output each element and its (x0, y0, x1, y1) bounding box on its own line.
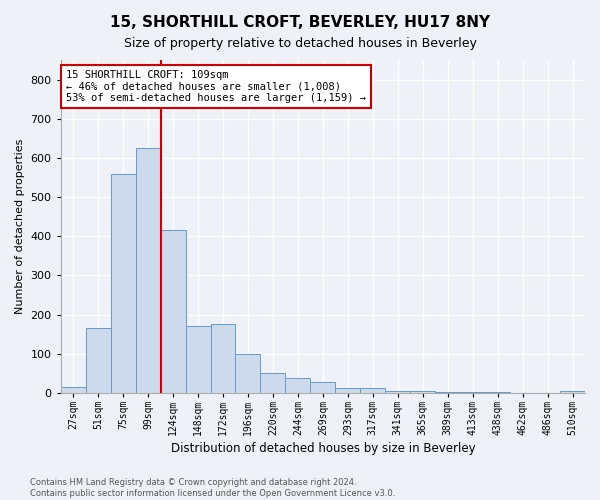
Bar (410, 391, 435, 393)
Bar (235, 354, 260, 393)
Text: Contains HM Land Registry data © Crown copyright and database right 2024.
Contai: Contains HM Land Registry data © Crown c… (30, 478, 395, 498)
Bar (560, 391, 585, 393)
Bar (136, 148, 161, 393)
Bar (110, 174, 136, 393)
X-axis label: Distribution of detached houses by size in Beverley: Distribution of detached houses by size … (170, 442, 475, 455)
Text: 15, SHORTHILL CROFT, BEVERLEY, HU17 8NY: 15, SHORTHILL CROFT, BEVERLEY, HU17 8NY (110, 15, 490, 30)
Bar (310, 382, 335, 393)
Bar (361, 388, 385, 393)
Bar (161, 230, 185, 393)
Bar (211, 324, 235, 393)
Bar (286, 378, 310, 393)
Bar (485, 392, 510, 393)
Text: 15 SHORTHILL CROFT: 109sqm
← 46% of detached houses are smaller (1,008)
53% of s: 15 SHORTHILL CROFT: 109sqm ← 46% of deta… (66, 70, 366, 103)
Bar (86, 328, 110, 393)
Bar (435, 392, 460, 393)
Bar (260, 374, 286, 393)
Text: Size of property relative to detached houses in Beverley: Size of property relative to detached ho… (124, 38, 476, 51)
Bar (185, 326, 211, 393)
Bar (385, 391, 410, 393)
Bar (61, 387, 86, 393)
Bar (335, 388, 361, 393)
Bar (460, 392, 485, 393)
Y-axis label: Number of detached properties: Number of detached properties (15, 138, 25, 314)
